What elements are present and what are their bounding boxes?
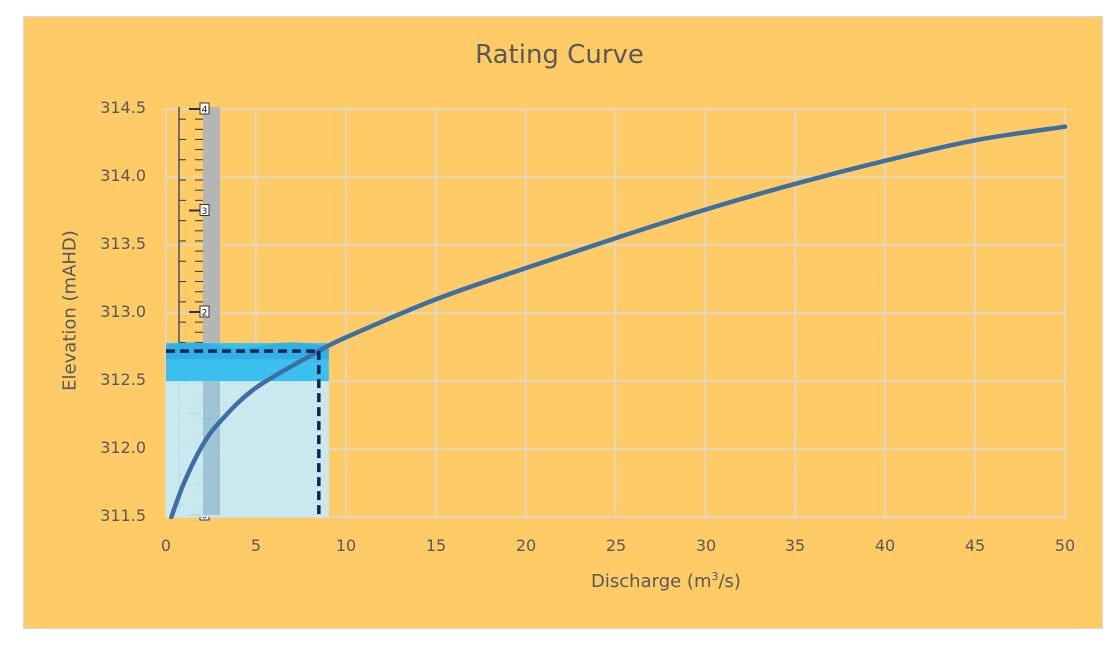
y-tick: 312.0 (100, 438, 146, 457)
reading-dashed-lines (166, 349, 321, 517)
x-tick: 0 (160, 536, 172, 555)
x-tick: 35 (784, 536, 806, 555)
x-axis-label-pre: Discharge (m (591, 571, 712, 592)
chart-title: Rating Curve (475, 40, 644, 70)
x-axis-label: Discharge (m3/s) (466, 570, 866, 592)
x-tick: 25 (605, 536, 627, 555)
x-axis-label-post: /s) (718, 571, 741, 592)
gauge-label: 2 (202, 309, 208, 319)
gauge-label: 3 (202, 207, 208, 217)
y-tick: 314.5 (100, 98, 146, 117)
x-tick: 15 (425, 536, 447, 555)
y-tick: 312.5 (100, 370, 146, 389)
x-axis-label-sup: 3 (711, 570, 719, 583)
water-illustration (166, 342, 329, 517)
y-tick: 313.5 (100, 234, 146, 253)
x-tick: 30 (695, 536, 717, 555)
y-tick: 311.5 (100, 506, 146, 525)
x-tick: 40 (874, 536, 896, 555)
x-tick: 45 (964, 536, 986, 555)
x-tick: 10 (335, 536, 357, 555)
x-tick: 20 (515, 536, 537, 555)
y-tick: 313.0 (100, 302, 146, 321)
gauge-label: 4 (202, 106, 208, 116)
y-tick: 314.0 (100, 166, 146, 185)
x-tick: 50 (1054, 536, 1076, 555)
x-tick: 5 (250, 536, 262, 555)
rating-curve-line (169, 124, 1068, 520)
